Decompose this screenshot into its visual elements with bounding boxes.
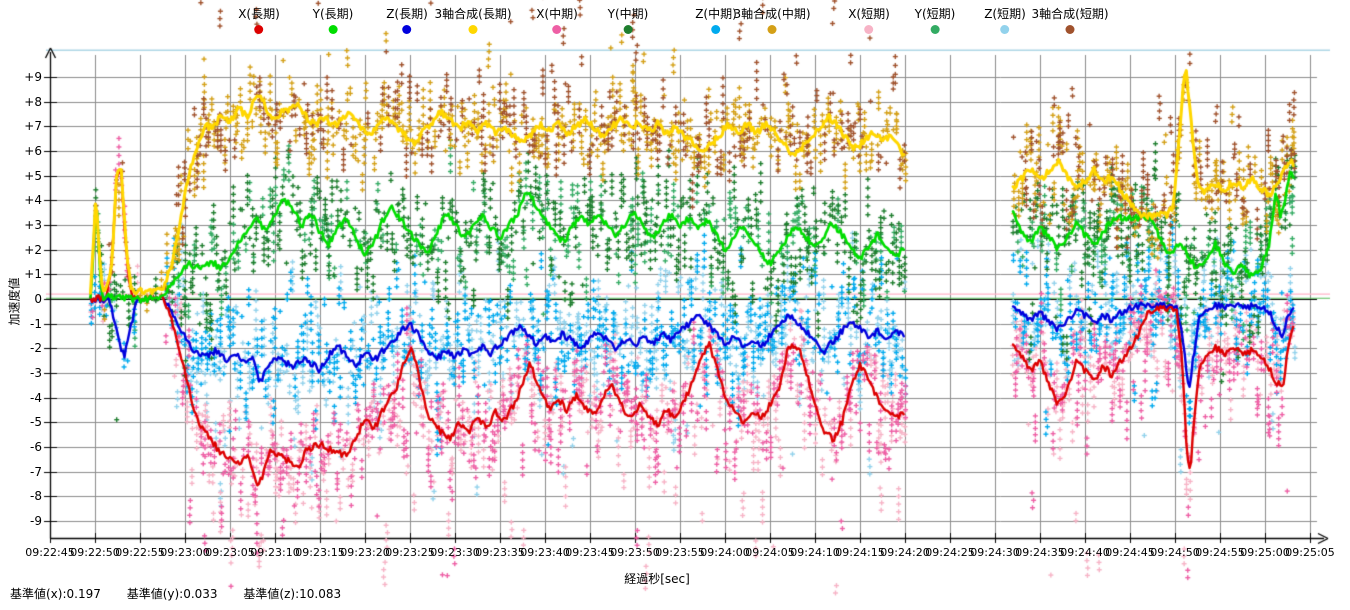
baseline-info: 基準値(x):0.197 基準値(y):0.033 基準値(z):10.083: [10, 585, 363, 602]
baseline-z-value: 基準値(z):10.083: [243, 587, 342, 601]
y-tick-label: +8: [24, 94, 42, 109]
legend-item-label: Z(中期): [695, 7, 737, 21]
x-tick-label: 09:24:35: [1015, 546, 1065, 559]
x-tick-label: 09:24:25: [925, 546, 975, 559]
y-tick-label: +2: [24, 242, 42, 257]
legend-color-dot: [468, 25, 478, 35]
legend-item-7: 3軸合成(中期): [733, 7, 811, 35]
legend-item-label: X(中期): [536, 7, 578, 21]
x-tick-label: 09:24:30: [970, 546, 1020, 559]
legend-item-10: Z(短期): [984, 7, 1026, 35]
legend-color-dot: [767, 25, 777, 35]
legend-item-3: 3軸合成(長期): [434, 7, 512, 35]
x-tick-label: 09:23:25: [385, 546, 435, 559]
legend-item-label: Z(短期): [984, 7, 1026, 21]
legend-item-6: Z(中期): [695, 7, 737, 35]
legend-item-label: 3軸合成(短期): [1031, 7, 1109, 21]
legend-item-label: Y(中期): [607, 7, 649, 21]
legend-color-dot: [254, 25, 264, 35]
y-tick-label: -1: [30, 316, 42, 331]
y-tick-label: +5: [24, 168, 42, 183]
y-tick-label: 0: [34, 292, 42, 306]
y-tick-label: +1: [24, 267, 42, 282]
legend-item-label: Y(長期): [312, 7, 354, 21]
x-tick-label: 09:24:10: [790, 546, 840, 559]
y-tick-label: +9: [24, 69, 42, 84]
y-tick-label: +6: [24, 143, 42, 158]
legend-item-label: 3軸合成(中期): [733, 7, 811, 21]
x-tick-label: 09:24:05: [745, 546, 795, 559]
y-tick-label: -7: [30, 464, 42, 479]
legend-color-dot: [623, 25, 633, 35]
legend-item-label: Z(長期): [386, 7, 428, 21]
legend-item-0: X(長期): [238, 7, 280, 35]
y-tick-label: +7: [24, 119, 42, 134]
x-tick-label: 09:23:05: [205, 546, 255, 559]
x-tick-label: 09:23:40: [520, 546, 570, 559]
y-tick-label: -3: [30, 366, 42, 380]
baseline-y-value: 基準値(y):0.033: [126, 587, 218, 601]
x-tick-label: 09:23:55: [655, 546, 705, 559]
x-tick-label: 09:24:15: [835, 546, 885, 559]
legend-item-label: X(短期): [848, 7, 890, 21]
legend-color-dot: [711, 25, 721, 35]
legend-item-2: Z(長期): [386, 7, 428, 35]
x-tick-label: 09:23:20: [340, 546, 390, 559]
legend-color-dot: [864, 25, 874, 35]
x-tick-label: 09:23:15: [295, 546, 345, 559]
x-tick-label: 09:24:50: [1150, 546, 1200, 559]
x-tick-label: 09:23:30: [430, 546, 480, 559]
legend-item-4: X(中期): [536, 7, 578, 35]
y-tick-label: +3: [24, 217, 42, 232]
y-tick-label: -2: [30, 341, 42, 356]
x-tick-label: 09:23:35: [475, 546, 525, 559]
y-tick-label: -9: [30, 514, 42, 528]
y-tick-label: -4: [30, 390, 42, 405]
x-tick-label: 09:22:55: [115, 546, 165, 559]
legend-color-dot: [1000, 25, 1010, 35]
legend-color-dot: [930, 25, 940, 35]
x-tick-label: 09:23:45: [565, 546, 615, 559]
legend-item-label: X(長期): [238, 7, 280, 21]
legend-item-11: 3軸合成(短期): [1031, 7, 1109, 35]
legend-item-8: X(短期): [848, 7, 890, 35]
x-tick-label: 09:23:50: [610, 546, 660, 559]
y-tick-label: -6: [30, 440, 42, 454]
legend-item-5: Y(中期): [607, 7, 649, 35]
x-tick-label: 09:22:45: [25, 546, 75, 559]
legend-item-9: Y(短期): [914, 7, 956, 35]
legend-color-dot: [552, 25, 562, 35]
x-tick-label: 09:24:55: [1195, 546, 1245, 559]
x-axis-title: 経過秒[sec]: [624, 572, 690, 586]
x-tick-label: 09:24:20: [880, 546, 930, 559]
x-tick-label: 09:24:45: [1105, 546, 1155, 559]
legend-color-dot: [328, 25, 338, 35]
y-tick-label: -5: [30, 415, 42, 430]
legend-item-label: Y(短期): [914, 7, 956, 21]
legend-color-dot: [402, 25, 412, 35]
x-tick-label: 09:22:50: [70, 546, 120, 559]
y-tick-label: -8: [30, 489, 42, 504]
x-tick-label: 09:23:00: [160, 546, 210, 559]
legend-item-1: Y(長期): [312, 7, 354, 35]
x-tick-label: 09:24:40: [1060, 546, 1110, 559]
baseline-x-value: 基準値(x):0.197: [10, 587, 101, 601]
x-tick-label: 09:25:05: [1285, 546, 1335, 559]
x-tick-label: 09:23:10: [250, 546, 300, 559]
y-tick-label: +4: [24, 193, 42, 208]
legend-color-dot: [1065, 25, 1075, 35]
x-tick-label: 09:25:00: [1240, 546, 1290, 559]
legend-item-label: 3軸合成(長期): [434, 7, 512, 21]
x-tick-label: 09:24:00: [700, 546, 750, 559]
